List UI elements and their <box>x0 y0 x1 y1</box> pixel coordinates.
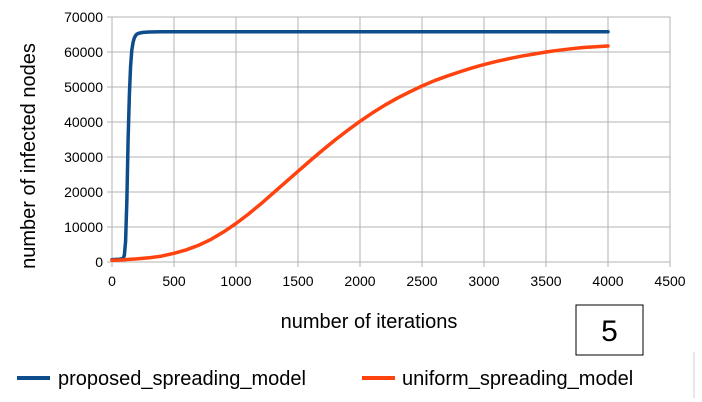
legend-label-uniform: uniform_spreading_model <box>402 368 633 390</box>
x-tick-label: 4500 <box>654 273 685 289</box>
x-tick-labels: 0 500 1000 1500 2000 2500 3000 3500 4000 4500 <box>108 273 686 289</box>
grid-lines <box>111 16 671 263</box>
axes <box>107 16 671 267</box>
y-tick-labels: 0 10000 20000 30000 40000 50000 60000 70000 <box>64 9 103 270</box>
panel-number-badge: 5 <box>575 304 644 356</box>
series-line-uniform-spreading-model <box>110 44 610 263</box>
x-tick-label: 1000 <box>220 273 251 289</box>
y-tick-label: 30000 <box>64 149 103 165</box>
y-tick-label: 10000 <box>64 219 103 235</box>
y-axis-title: number of infected nodes <box>18 43 40 269</box>
badge-text: 5 <box>601 315 618 348</box>
y-tick-label: 60000 <box>64 44 103 60</box>
series-line-proposed-spreading-model <box>110 29 610 262</box>
x-tick-label: 4000 <box>592 273 623 289</box>
legend-label-proposed: proposed_spreading_model <box>58 368 306 390</box>
y-tick-label: 0 <box>95 254 103 270</box>
x-tick-label: 3500 <box>530 273 561 289</box>
series-lines <box>110 29 610 263</box>
y-tick-label: 50000 <box>64 79 103 95</box>
y-tick-label: 20000 <box>64 184 103 200</box>
x-axis-title: number of iterations <box>281 311 458 333</box>
x-tick-label: 2500 <box>406 273 437 289</box>
x-tick-label: 2000 <box>344 273 375 289</box>
legend: proposed_spreading_model uniform_spreadi… <box>17 368 633 390</box>
x-tick-label: 0 <box>108 273 116 289</box>
y-tick-label: 70000 <box>64 9 103 25</box>
badge-box <box>575 304 644 356</box>
y-tick-label: 40000 <box>64 114 103 130</box>
x-tick-label: 500 <box>162 273 186 289</box>
x-tick-label: 3000 <box>468 273 499 289</box>
x-tick-label: 1500 <box>282 273 313 289</box>
